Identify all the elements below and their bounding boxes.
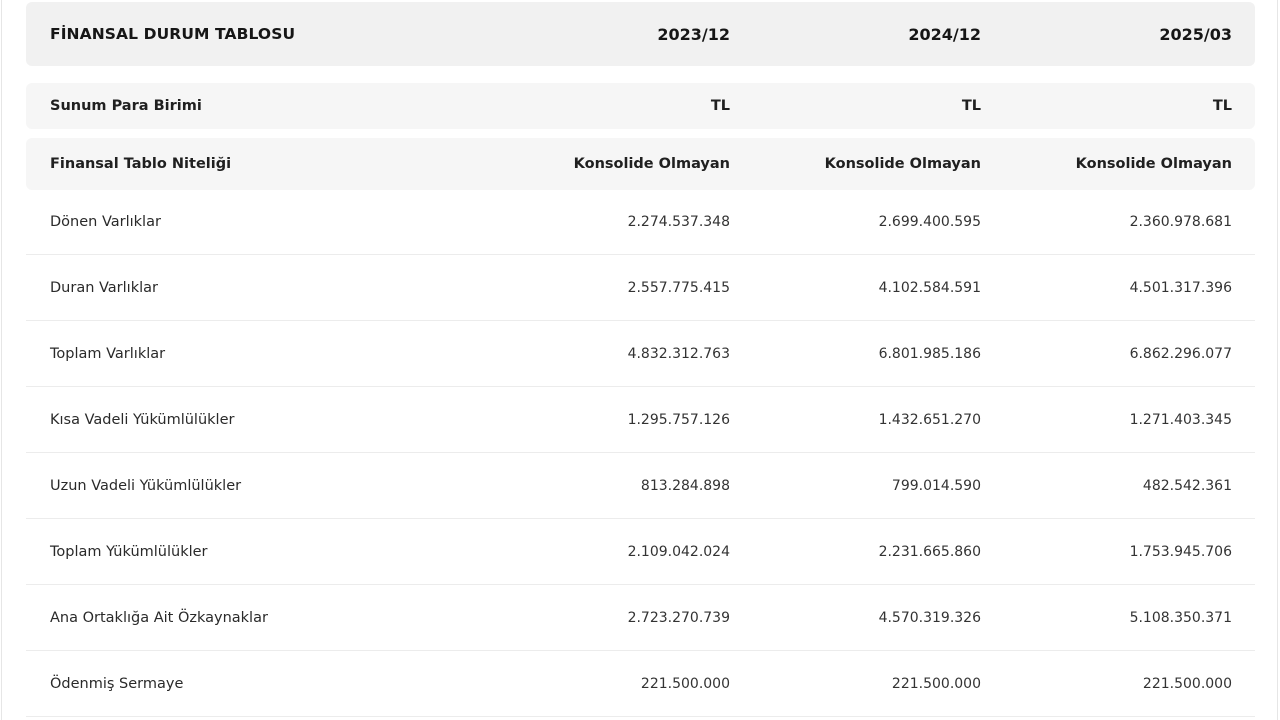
row-value: 799.014.590 — [891, 477, 981, 494]
row-value: TL — [710, 98, 730, 114]
row-label: Sunum Para Birimi — [50, 98, 202, 114]
table-row: Toplam Varlıklar 4.832.312.763 6.801.985… — [26, 321, 1255, 387]
row-label: Dönen Varlıklar — [50, 214, 161, 230]
currency-row: Sunum Para Birimi TL TL TL — [26, 83, 1255, 129]
period-header-3: 2025/03 — [1159, 24, 1232, 44]
row-value: 4.832.312.763 — [627, 345, 730, 362]
table-title: FİNANSAL DURUM TABLOSU — [50, 25, 296, 43]
row-value: 1.271.403.345 — [1129, 411, 1232, 428]
row-label: Finansal Tablo Niteliği — [50, 156, 232, 172]
table-row: Ödenmiş Sermaye 221.500.000 221.500.000 … — [26, 651, 1255, 717]
row-value: 2.274.537.348 — [627, 214, 730, 230]
row-value: 4.501.317.396 — [1129, 279, 1232, 296]
row-value: TL — [961, 98, 981, 114]
row-value: 2.109.042.024 — [627, 543, 730, 560]
row-value: 4.570.319.326 — [878, 609, 981, 626]
row-value: 2.557.775.415 — [627, 279, 730, 296]
row-label: Uzun Vadeli Yükümlülükler — [50, 477, 242, 494]
row-value: 6.801.985.186 — [878, 345, 981, 362]
row-value: 221.500.000 — [891, 675, 981, 692]
balance-sheet-table: FİNANSAL DURUM TABLOSU 2023/12 2024/12 2… — [26, 2, 1255, 717]
left-border — [1, 0, 2, 720]
row-value: 2.360.978.681 — [1129, 214, 1232, 230]
table-row: Kısa Vadeli Yükümlülükler 1.295.757.126 … — [26, 387, 1255, 453]
row-label: Toplam Varlıklar — [50, 345, 166, 362]
row-value: 221.500.000 — [1142, 675, 1232, 692]
row-value: Konsolide Olmayan — [1075, 156, 1232, 172]
row-value: TL — [1212, 98, 1232, 114]
row-value: Konsolide Olmayan — [573, 156, 730, 172]
table-row: Duran Varlıklar 2.557.775.415 4.102.584.… — [26, 255, 1255, 321]
table-header-row: FİNANSAL DURUM TABLOSU 2023/12 2024/12 2… — [26, 2, 1255, 66]
row-label: Toplam Yükümlülükler — [50, 543, 208, 560]
table-row: Dönen Varlıklar 2.274.537.348 2.699.400.… — [26, 190, 1255, 255]
row-value: 221.500.000 — [640, 675, 730, 692]
table-row: Toplam Yükümlülükler 2.109.042.024 2.231… — [26, 519, 1255, 585]
row-value: 5.108.350.371 — [1129, 609, 1232, 626]
row-value: 2.723.270.739 — [627, 609, 730, 626]
row-value: 2.231.665.860 — [878, 543, 981, 560]
period-header-2: 2024/12 — [908, 24, 981, 44]
row-value: 1.432.651.270 — [878, 411, 981, 428]
row-label: Ana Ortaklığa Ait Özkaynaklar — [50, 609, 268, 626]
right-border — [1277, 0, 1278, 720]
row-value: 2.699.400.595 — [878, 214, 981, 230]
statement-type-row: Finansal Tablo Niteliği Konsolide Olmaya… — [26, 138, 1255, 190]
row-value: 1.295.757.126 — [627, 411, 730, 428]
row-label: Duran Varlıklar — [50, 279, 158, 296]
row-value: 6.862.296.077 — [1129, 345, 1232, 362]
row-value: 4.102.584.591 — [878, 279, 981, 296]
row-value: Konsolide Olmayan — [824, 156, 981, 172]
row-label: Ödenmiş Sermaye — [50, 675, 184, 692]
table-row: Uzun Vadeli Yükümlülükler 813.284.898 79… — [26, 453, 1255, 519]
row-value: 813.284.898 — [640, 477, 730, 494]
period-header-1: 2023/12 — [657, 24, 730, 44]
row-value: 1.753.945.706 — [1129, 543, 1232, 560]
table-row: Ana Ortaklığa Ait Özkaynaklar 2.723.270.… — [26, 585, 1255, 651]
row-label: Kısa Vadeli Yükümlülükler — [50, 411, 235, 428]
row-value: 482.542.361 — [1142, 477, 1232, 494]
